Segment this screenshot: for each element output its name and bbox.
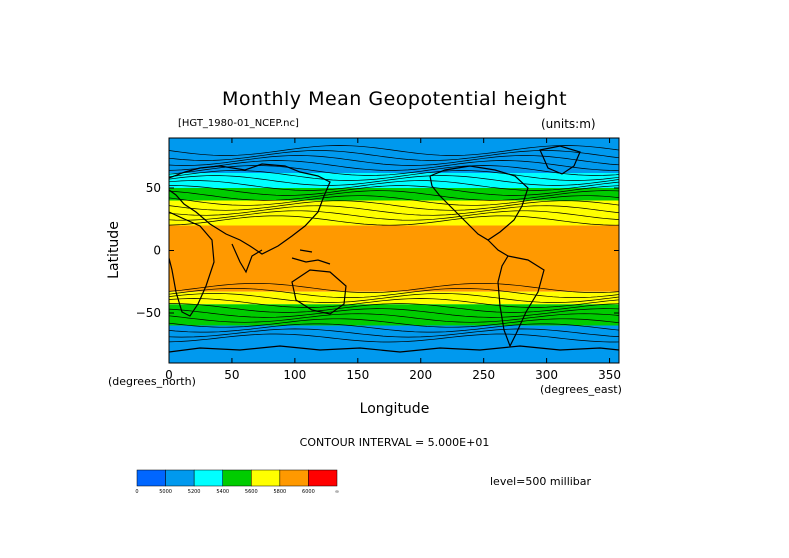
contour-line: [169, 170, 619, 181]
contour-interval-label: CONTOUR INTERVAL = 5.000E+01: [299, 436, 490, 449]
chart-title: Monthly Mean Geopotential height: [221, 88, 568, 110]
contour-line: [169, 333, 619, 343]
colorbar-tick-label: ∞: [335, 489, 339, 495]
contour-line: [169, 145, 619, 156]
colorbar-swatch: [251, 469, 281, 487]
colorbar: 0 5000 5200 5400 5600 5800 6000 ∞: [135, 469, 339, 495]
y-tick-label: −50: [136, 306, 161, 320]
contour-line: [169, 323, 619, 333]
colorbar-tick-label: 5800: [273, 489, 286, 495]
colorbar-swatch: [193, 469, 223, 487]
x-tick-label: 250: [472, 368, 495, 382]
units-label: (units:m): [541, 117, 596, 131]
contour-line: [169, 180, 619, 191]
x-axis-label: Longitude: [359, 401, 430, 417]
contour-lines: [169, 145, 619, 343]
coastline-indonesia: [291, 249, 331, 265]
colorbar-tick-label: 0: [135, 489, 138, 495]
coastline-africa: [169, 211, 215, 317]
x-tick-label: 350: [598, 368, 621, 382]
coastline-india: [231, 243, 263, 274]
colorbar-swatch: [222, 469, 252, 487]
contour-line: [169, 165, 619, 176]
y-ticks: −50 0 50: [136, 181, 619, 320]
contour-line: [169, 328, 619, 338]
colorbar-tick-label: 6000: [302, 489, 315, 495]
contour-line: [169, 185, 619, 196]
coastline-greenland: [539, 145, 581, 175]
band-2: [169, 188, 619, 201]
contour-line: [169, 205, 619, 216]
colorbar-swatch: [136, 469, 166, 487]
contour-line: [169, 210, 619, 221]
coastlines: [169, 145, 619, 353]
contour-line: [169, 293, 619, 303]
contour-line: [169, 190, 619, 201]
band-5: [169, 291, 619, 305]
y-tick-label: 0: [153, 244, 161, 258]
coastline-australia: [291, 269, 347, 315]
x-axis-unit: (degrees_east): [540, 383, 622, 396]
contour-line: [169, 200, 619, 211]
band-1: [169, 173, 619, 188]
y-axis-unit: (degrees_north): [108, 375, 196, 388]
x-tick-label: 50: [224, 368, 239, 382]
coastline-north-america: [429, 165, 529, 241]
contour-line: [169, 318, 619, 328]
coastline-eurasia: [169, 163, 331, 255]
coastline-south-america: [497, 255, 545, 348]
contour-line: [169, 155, 619, 166]
contour-line: [169, 308, 619, 318]
band-7: [169, 325, 619, 363]
source-file-label: [HGT_1980-01_NCEP.nc]: [178, 118, 299, 129]
coastline-antarctica: [169, 345, 619, 353]
contour-line: [169, 195, 619, 206]
y-tick-label: 50: [146, 181, 161, 195]
band-4: [169, 225, 619, 292]
x-tick-label: 0: [165, 368, 173, 382]
contour-line: [169, 215, 619, 226]
contour-line: [169, 313, 619, 323]
colorbar-swatch: [279, 469, 309, 487]
colorbar-tick-label: 5000: [159, 489, 172, 495]
x-ticks: 0 50 100 150 200 250 300 350: [165, 138, 621, 382]
contour-line: [169, 175, 619, 186]
colorbar-tick-label: 5200: [188, 489, 201, 495]
contour-line: [169, 150, 619, 161]
colorbar-swatch: [308, 469, 338, 487]
x-tick-label: 300: [535, 368, 558, 382]
colorbar-tick-label: 5600: [245, 489, 258, 495]
colorbar-swatch: [165, 469, 195, 487]
contour-bands: [169, 138, 619, 363]
contour-line: [169, 303, 619, 313]
colorbar-tick-label: 5400: [216, 489, 229, 495]
coastline-central-america: [487, 239, 509, 257]
contour-line: [169, 298, 619, 308]
x-tick-label: 100: [283, 368, 306, 382]
contour-line: [169, 283, 619, 293]
x-tick-label: 150: [346, 368, 369, 382]
contour-line: [169, 288, 619, 298]
level-label: level=500 millibar: [490, 475, 592, 488]
band-0: [169, 138, 619, 173]
x-tick-label: 200: [409, 368, 432, 382]
